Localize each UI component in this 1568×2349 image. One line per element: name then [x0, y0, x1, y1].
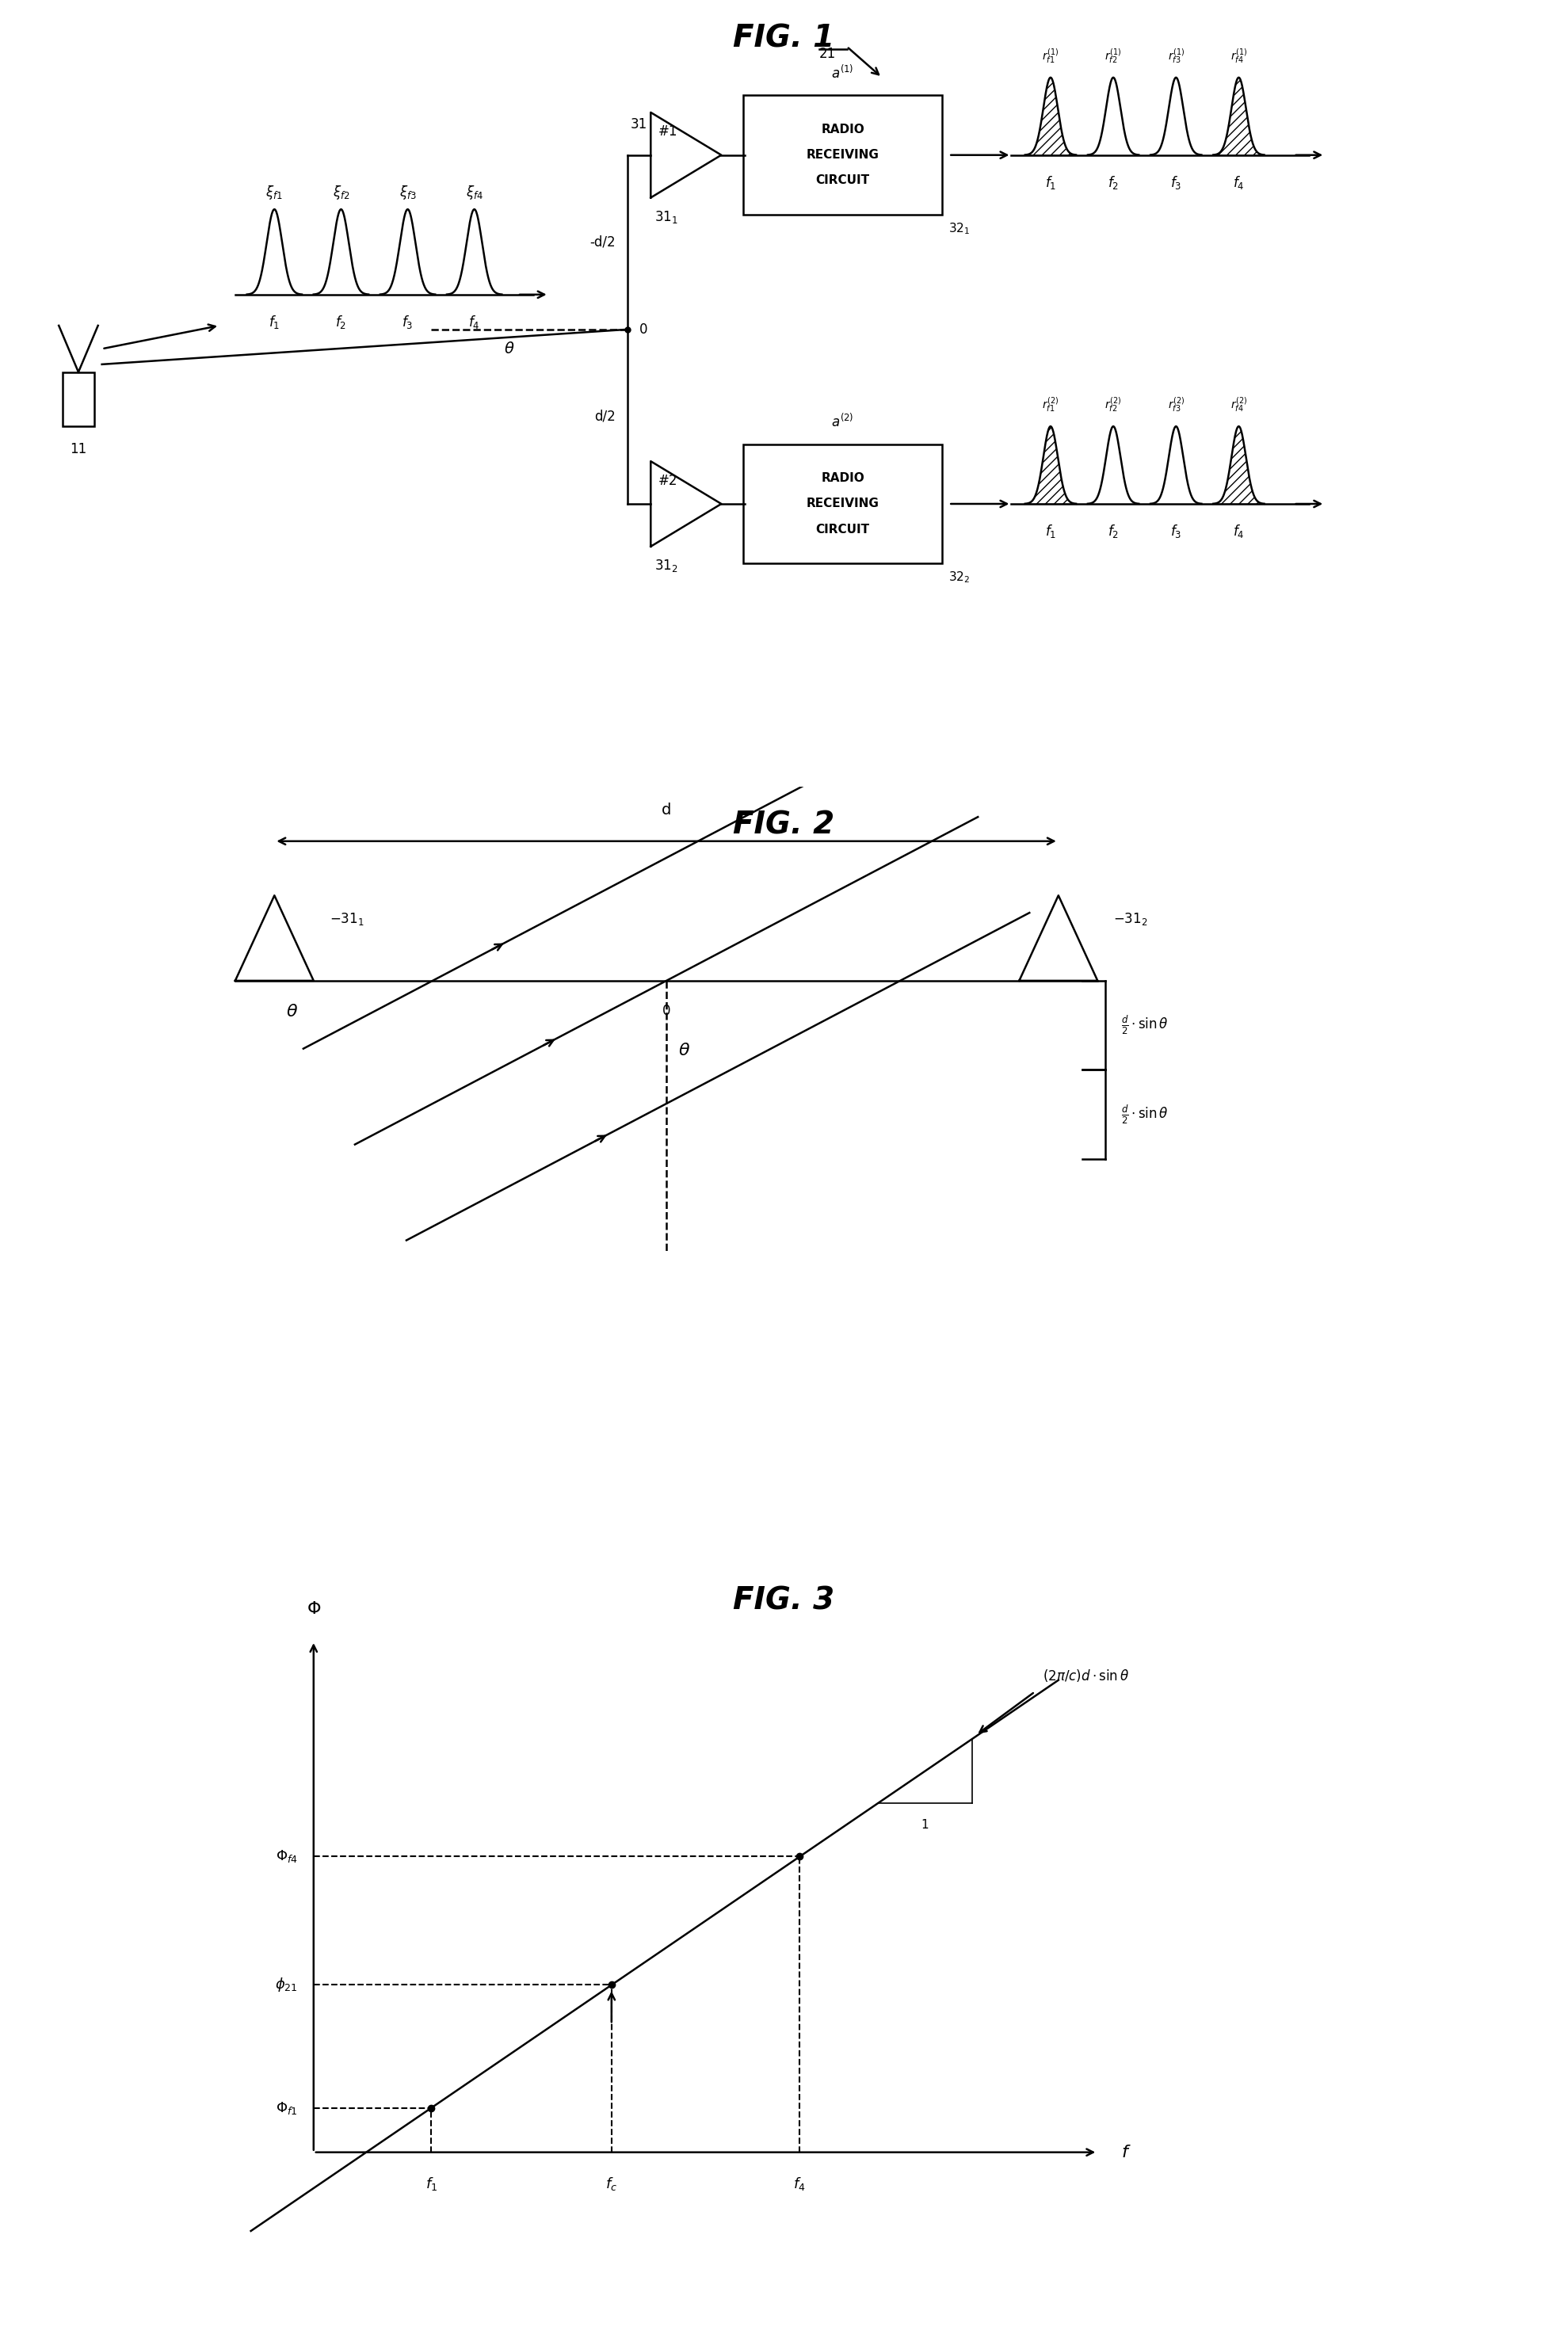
Text: $f_4$: $f_4$ — [469, 315, 480, 331]
Text: $\Phi_{f1}$: $\Phi_{f1}$ — [276, 2100, 298, 2116]
Text: $f_4$: $f_4$ — [1232, 174, 1245, 190]
Text: $r_{f3}^{(2)}$: $r_{f3}^{(2)}$ — [1168, 397, 1184, 416]
Text: $f_2$: $f_2$ — [1107, 174, 1120, 190]
Text: $f_1$: $f_1$ — [268, 315, 281, 331]
Text: $\theta$: $\theta$ — [679, 1043, 690, 1059]
Text: $31_2$: $31_2$ — [655, 559, 677, 573]
Text: $r_{f4}^{(1)}$: $r_{f4}^{(1)}$ — [1231, 47, 1247, 66]
Text: $r_{f1}^{(2)}$: $r_{f1}^{(2)}$ — [1043, 397, 1058, 416]
Text: d/2: d/2 — [594, 409, 615, 423]
Text: RADIO: RADIO — [822, 472, 864, 484]
Text: CIRCUIT: CIRCUIT — [815, 174, 870, 186]
Text: $r_{f2}^{(2)}$: $r_{f2}^{(2)}$ — [1105, 397, 1121, 416]
Text: 1: 1 — [922, 1818, 928, 1830]
Text: $\frac{d}{2}\cdot\sin\theta$: $\frac{d}{2}\cdot\sin\theta$ — [1121, 1015, 1168, 1036]
FancyBboxPatch shape — [743, 444, 942, 564]
Text: $f_4$: $f_4$ — [793, 2175, 806, 2192]
Text: $\theta$: $\theta$ — [287, 1003, 298, 1019]
Text: 11: 11 — [71, 442, 86, 456]
Text: $a^{(1)}$: $a^{(1)}$ — [831, 63, 855, 82]
Text: $\Phi$: $\Phi$ — [306, 1602, 321, 1616]
Text: $f_2$: $f_2$ — [336, 315, 347, 331]
Text: $f_3$: $f_3$ — [1170, 524, 1182, 540]
Text: $f_3$: $f_3$ — [1170, 174, 1182, 190]
FancyBboxPatch shape — [743, 96, 942, 214]
Text: CIRCUIT: CIRCUIT — [815, 524, 870, 536]
Text: $\phi_{21}$: $\phi_{21}$ — [274, 1976, 298, 1994]
Text: $\xi_{f3}$: $\xi_{f3}$ — [398, 183, 417, 202]
Text: $r_{f2}^{(1)}$: $r_{f2}^{(1)}$ — [1105, 47, 1121, 66]
Text: FIG. 2: FIG. 2 — [734, 810, 834, 841]
Text: $r_{f1}^{(1)}$: $r_{f1}^{(1)}$ — [1043, 47, 1058, 66]
Text: $-31_1$: $-31_1$ — [329, 911, 364, 926]
Text: $r_{f4}^{(2)}$: $r_{f4}^{(2)}$ — [1231, 397, 1247, 416]
Text: FIG. 3: FIG. 3 — [734, 1586, 834, 1616]
Text: $f_1$: $f_1$ — [1044, 174, 1057, 190]
Text: $\Phi_{f4}$: $\Phi_{f4}$ — [276, 1849, 298, 1865]
Text: $f_1$: $f_1$ — [1044, 524, 1057, 540]
Text: d: d — [662, 803, 671, 817]
Text: #2: #2 — [659, 474, 677, 489]
Text: FIG. 1: FIG. 1 — [734, 23, 834, 54]
Text: RECEIVING: RECEIVING — [806, 148, 880, 162]
Text: RECEIVING: RECEIVING — [806, 498, 880, 510]
Text: $\theta$: $\theta$ — [505, 341, 514, 357]
Bar — [63, 371, 94, 428]
Text: $\xi_{f1}$: $\xi_{f1}$ — [265, 183, 284, 202]
Text: 31: 31 — [630, 117, 648, 132]
Text: $32_1$: $32_1$ — [949, 221, 971, 235]
Text: -d/2: -d/2 — [590, 235, 615, 249]
Text: $f_3$: $f_3$ — [401, 315, 414, 331]
Text: $\xi_{f2}$: $\xi_{f2}$ — [332, 183, 350, 202]
Text: 21: 21 — [820, 47, 836, 61]
Text: $-31_2$: $-31_2$ — [1113, 911, 1148, 926]
Text: $\xi_{f4}$: $\xi_{f4}$ — [466, 183, 483, 202]
Text: $a^{(2)}$: $a^{(2)}$ — [831, 413, 855, 430]
Text: #1: #1 — [659, 124, 677, 139]
Text: 0: 0 — [640, 322, 648, 336]
Text: $f_2$: $f_2$ — [1107, 524, 1120, 540]
Text: RADIO: RADIO — [822, 124, 864, 136]
Text: $31_1$: $31_1$ — [654, 209, 679, 226]
Text: $f_4$: $f_4$ — [1232, 524, 1245, 540]
Text: $32_2$: $32_2$ — [949, 571, 971, 585]
Text: 0: 0 — [662, 1003, 671, 1017]
Text: $(2\pi/c)d\cdot\sin\theta$: $(2\pi/c)d\cdot\sin\theta$ — [1043, 1668, 1129, 1684]
Text: $f_1$: $f_1$ — [425, 2175, 437, 2192]
Text: $f$: $f$ — [1121, 2145, 1131, 2161]
Text: $f_c$: $f_c$ — [605, 2175, 618, 2192]
Text: $\frac{d}{2}\cdot\sin\theta$: $\frac{d}{2}\cdot\sin\theta$ — [1121, 1104, 1168, 1125]
Text: $r_{f3}^{(1)}$: $r_{f3}^{(1)}$ — [1168, 47, 1184, 66]
